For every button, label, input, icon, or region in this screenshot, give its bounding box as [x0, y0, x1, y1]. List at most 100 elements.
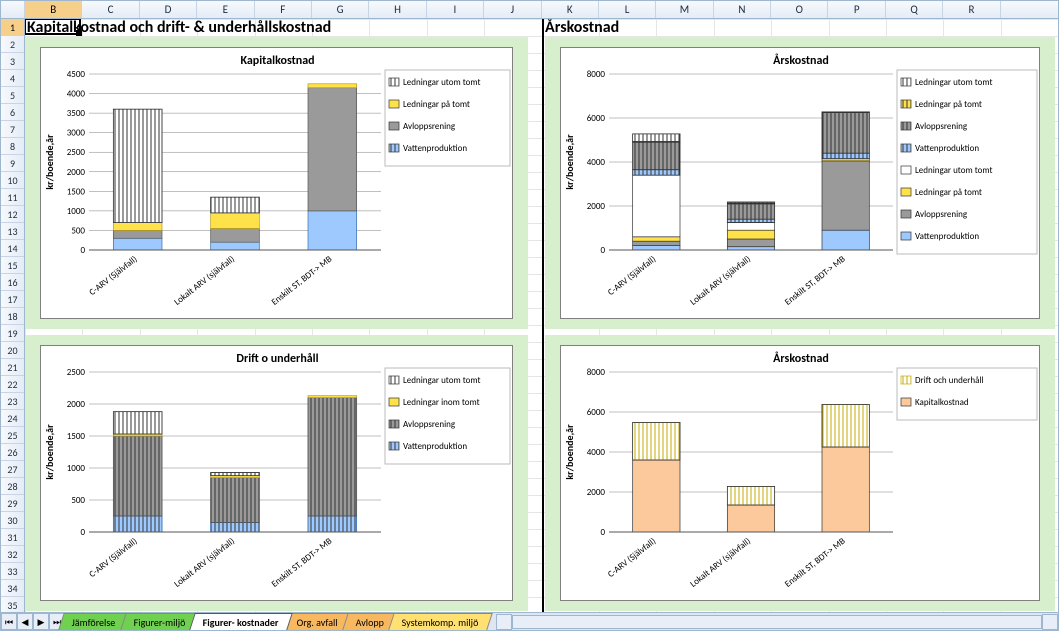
row-header-19[interactable]: 19 [1, 325, 24, 342]
panel-top-right: Årskostnad02000400060008000kr/boende,årC… [545, 37, 1055, 329]
col-header-C[interactable]: C [82, 1, 139, 18]
vertical-divider [542, 19, 544, 614]
panel-top-left: Kapitalkostnad05001000150020002500300035… [25, 37, 528, 329]
col-header-D[interactable]: D [140, 1, 197, 18]
chart-drift-underhall[interactable]: Drift o underhåll05001000150020002500kr/… [40, 345, 513, 601]
svg-text:Enskilt ST, BDT-> MB: Enskilt ST, BDT-> MB [783, 254, 848, 308]
svg-text:Avloppsrening: Avloppsrening [915, 121, 968, 132]
tab-nav-btn[interactable]: ⏮ [1, 613, 17, 630]
chart-arskostnad-summary[interactable]: Årskostnad02000400060008000kr/boende,årC… [560, 345, 1040, 601]
row-headers: 1234567891011121314151617181920212223242… [1, 19, 25, 614]
svg-text:1500: 1500 [67, 186, 86, 197]
col-header-B[interactable]: B [25, 1, 82, 18]
row-header-9[interactable]: 9 [1, 155, 24, 172]
chart-arskostnad-detailed[interactable]: Årskostnad02000400060008000kr/boende,årC… [560, 47, 1040, 319]
row-header-2[interactable]: 2 [1, 36, 24, 53]
tab-nav-btn[interactable]: ▶ [33, 613, 49, 630]
col-header-E[interactable]: E [197, 1, 254, 18]
row-header-15[interactable]: 15 [1, 257, 24, 274]
svg-text:4500: 4500 [67, 69, 86, 80]
row-header-13[interactable]: 13 [1, 223, 24, 240]
sheet-tab[interactable]: Jämförelse [58, 613, 129, 630]
row-header-23[interactable]: 23 [1, 393, 24, 410]
sheet-tab[interactable]: Figurer-miljö [120, 613, 199, 630]
horizontal-scroll[interactable] [496, 613, 1058, 630]
col-header-I[interactable]: I [427, 1, 484, 18]
svg-text:Ledningar utom tomt: Ledningar utom tomt [403, 375, 480, 386]
tab-nav-btn[interactable]: ◀ [17, 613, 33, 630]
svg-text:kr/boende,år: kr/boende,år [43, 134, 56, 190]
row-header-5[interactable]: 5 [1, 87, 24, 104]
row-header-6[interactable]: 6 [1, 104, 24, 121]
row-header-7[interactable]: 7 [1, 121, 24, 138]
row-header-32[interactable]: 32 [1, 546, 24, 563]
excel-viewport: BCDEFGHIJKLMNOPQR 1234567891011121314151… [0, 0, 1059, 631]
right-section-title: Årskostnad [545, 19, 619, 36]
row-header-12[interactable]: 12 [1, 206, 24, 223]
svg-text:Ledningar på tomt: Ledningar på tomt [915, 187, 982, 198]
row-header-8[interactable]: 8 [1, 138, 24, 155]
svg-text:C-ARV (Självfall): C-ARV (Självfall) [606, 536, 659, 580]
chart-kapitalkostnad[interactable]: Kapitalkostnad05001000150020002500300035… [40, 47, 513, 319]
row-header-33[interactable]: 33 [1, 563, 24, 580]
row-header-11[interactable]: 11 [1, 189, 24, 206]
scroll-right-btn[interactable] [1042, 614, 1058, 630]
row-header-34[interactable]: 34 [1, 580, 24, 597]
col-header-O[interactable]: O [771, 1, 828, 18]
col-header-R[interactable]: R [943, 1, 1000, 18]
col-header-K[interactable]: K [542, 1, 599, 18]
row-header-29[interactable]: 29 [1, 495, 24, 512]
row-header-4[interactable]: 4 [1, 70, 24, 87]
svg-text:Ledningar på tomt: Ledningar på tomt [915, 99, 982, 110]
col-header-P[interactable]: P [828, 1, 885, 18]
row-header-16[interactable]: 16 [1, 274, 24, 291]
row-header-22[interactable]: 22 [1, 376, 24, 393]
svg-text:2000: 2000 [67, 399, 86, 410]
row-header-31[interactable]: 31 [1, 529, 24, 546]
col-header-J[interactable]: J [484, 1, 541, 18]
tab-nav-buttons: ⏮◀▶⏭ [1, 613, 65, 630]
row-header-25[interactable]: 25 [1, 427, 24, 444]
row-header-21[interactable]: 21 [1, 359, 24, 376]
col-header-N[interactable]: N [714, 1, 771, 18]
row-header-27[interactable]: 27 [1, 461, 24, 478]
select-all-corner[interactable] [1, 1, 25, 18]
scroll-track[interactable] [512, 615, 1042, 629]
row-header-24[interactable]: 24 [1, 410, 24, 427]
row-header-14[interactable]: 14 [1, 240, 24, 257]
sheet-tab[interactable]: Systemkomp. miljö [388, 613, 492, 630]
row-header-30[interactable]: 30 [1, 512, 24, 529]
svg-text:8000: 8000 [587, 69, 606, 80]
svg-text:1000: 1000 [67, 206, 86, 217]
row-header-3[interactable]: 3 [1, 53, 24, 70]
scroll-left-btn[interactable] [496, 614, 512, 630]
sheet-tab[interactable]: Org. avfall [283, 613, 351, 630]
svg-text:Vattenproduktion: Vattenproduktion [403, 441, 467, 452]
svg-text:4000: 4000 [67, 89, 86, 100]
svg-text:Ledningar utom tomt: Ledningar utom tomt [915, 165, 992, 176]
svg-text:6000: 6000 [587, 407, 606, 418]
svg-text:1500: 1500 [67, 431, 86, 442]
svg-text:Vattenproduktion: Vattenproduktion [915, 143, 979, 154]
col-header-G[interactable]: G [312, 1, 369, 18]
col-header-M[interactable]: M [656, 1, 713, 18]
sheet-tab[interactable]: Figurer- kostnader [189, 613, 292, 630]
row-header-1[interactable]: 1 [1, 19, 24, 36]
row-header-28[interactable]: 28 [1, 478, 24, 495]
row-header-20[interactable]: 20 [1, 342, 24, 359]
row-header-17[interactable]: 17 [1, 291, 24, 308]
row-header-26[interactable]: 26 [1, 444, 24, 461]
col-header-F[interactable]: F [255, 1, 312, 18]
svg-text:3000: 3000 [67, 128, 86, 139]
svg-text:Ledningar på tomt: Ledningar på tomt [403, 99, 470, 110]
left-section-title: Kapitalkostnad och drift- & underhållsko… [27, 19, 331, 36]
svg-text:Lokalt ARV (självfall): Lokalt ARV (självfall) [688, 254, 753, 308]
svg-text:2000: 2000 [67, 167, 86, 178]
col-header-H[interactable]: H [369, 1, 426, 18]
worksheet-grid[interactable]: Kapitalkostnad och drift- & underhållsko… [25, 19, 1058, 614]
col-header-Q[interactable]: Q [886, 1, 943, 18]
row-header-10[interactable]: 10 [1, 172, 24, 189]
row-header-18[interactable]: 18 [1, 308, 24, 325]
col-header-L[interactable]: L [599, 1, 656, 18]
svg-text:Drift och underhåll: Drift och underhåll [915, 375, 984, 386]
